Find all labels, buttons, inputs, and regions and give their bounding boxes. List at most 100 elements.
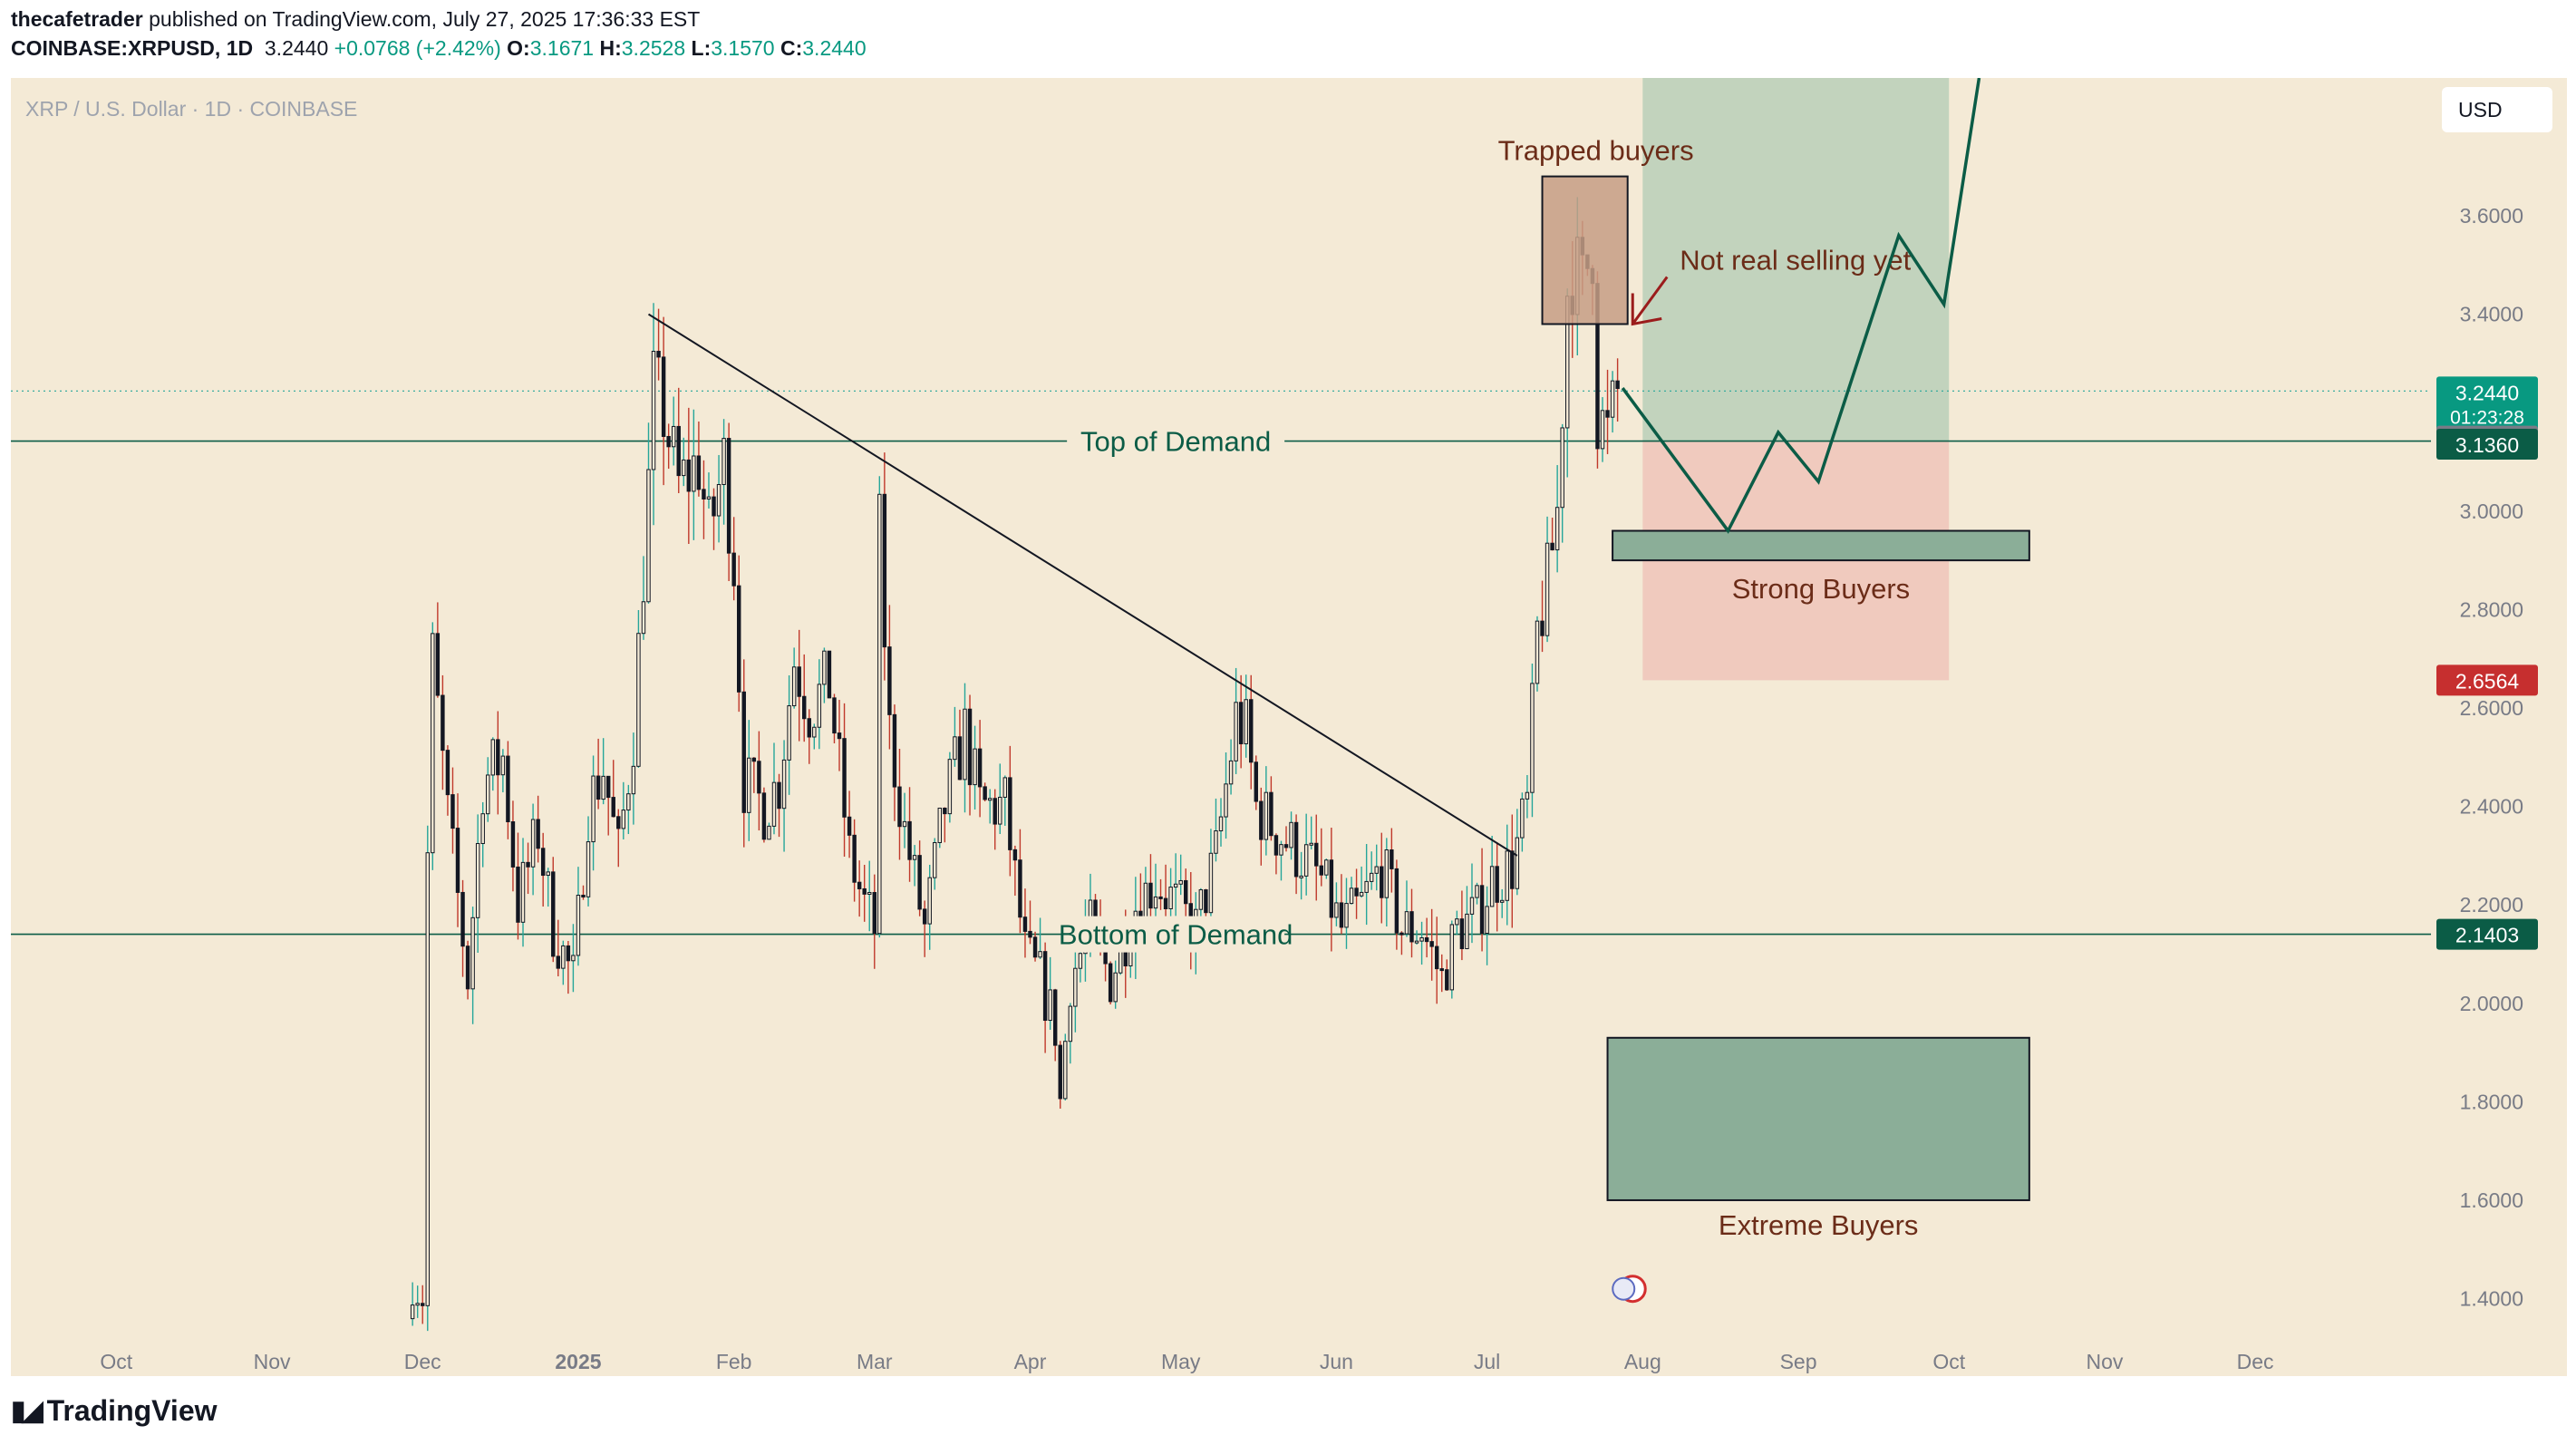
candle[interactable] xyxy=(1475,882,1479,905)
trapped-buyers-box[interactable] xyxy=(1541,175,1629,325)
projection-path[interactable] xyxy=(1621,78,1981,534)
candle[interactable] xyxy=(1499,888,1505,918)
candle[interactable] xyxy=(847,790,852,858)
candle[interactable] xyxy=(927,864,932,950)
candle[interactable] xyxy=(731,517,736,601)
candle[interactable] xyxy=(1234,667,1238,774)
candle[interactable] xyxy=(867,860,872,932)
chart-canvas[interactable]: Trapped buyers Not real selling yet Strong… xyxy=(11,78,2567,1376)
price-tag[interactable]: 2.6564 xyxy=(2436,664,2538,696)
candle[interactable] xyxy=(1344,878,1349,949)
candle[interactable] xyxy=(781,740,787,852)
candle[interactable] xyxy=(1273,833,1279,875)
candle[interactable] xyxy=(1414,930,1419,945)
candle[interactable] xyxy=(1489,835,1495,907)
candle[interactable] xyxy=(1540,580,1545,653)
candle[interactable] xyxy=(1303,813,1309,896)
candle[interactable] xyxy=(712,488,716,550)
candle[interactable] xyxy=(1214,798,1218,862)
candle[interactable] xyxy=(872,874,876,969)
candle[interactable] xyxy=(475,814,480,953)
candle[interactable] xyxy=(837,700,842,771)
candle[interactable] xyxy=(546,868,550,907)
publisher-name[interactable]: thecafetrader xyxy=(11,7,143,31)
candle[interactable] xyxy=(421,1285,425,1324)
candle[interactable] xyxy=(1380,832,1384,924)
candle[interactable] xyxy=(616,809,621,868)
candle[interactable] xyxy=(912,845,917,887)
candle[interactable] xyxy=(1068,1003,1073,1064)
candle[interactable] xyxy=(506,741,510,839)
candle[interactable] xyxy=(641,556,646,640)
candle[interactable] xyxy=(486,757,490,822)
candle[interactable] xyxy=(1228,739,1234,795)
candle[interactable] xyxy=(696,421,702,497)
candle[interactable] xyxy=(441,674,445,790)
candle[interactable] xyxy=(561,940,566,985)
candle[interactable] xyxy=(621,781,626,839)
candle[interactable] xyxy=(767,822,771,840)
candle[interactable] xyxy=(1390,828,1394,893)
candle[interactable] xyxy=(611,760,615,818)
candle[interactable] xyxy=(1028,900,1032,945)
candle[interactable] xyxy=(1485,886,1489,965)
candle[interactable] xyxy=(530,803,536,896)
candle[interactable] xyxy=(857,860,862,917)
candle[interactable] xyxy=(1334,882,1339,926)
candle[interactable] xyxy=(661,316,666,486)
candle[interactable] xyxy=(1008,745,1012,877)
candle[interactable] xyxy=(791,647,797,709)
candle[interactable] xyxy=(1259,787,1264,866)
candle[interactable] xyxy=(576,867,581,966)
candle[interactable] xyxy=(1289,811,1293,860)
candle[interactable] xyxy=(1374,844,1379,891)
candle[interactable] xyxy=(1042,942,1048,1053)
candle[interactable] xyxy=(1349,877,1354,905)
candle[interactable] xyxy=(1063,1033,1068,1101)
candle[interactable] xyxy=(666,423,671,470)
candle[interactable] xyxy=(435,602,441,698)
candle[interactable] xyxy=(500,749,506,792)
candle[interactable] xyxy=(1404,880,1409,937)
candle[interactable] xyxy=(1505,824,1509,926)
candle[interactable] xyxy=(1339,874,1344,935)
candle[interactable] xyxy=(1108,961,1113,1004)
candle[interactable] xyxy=(1309,816,1313,849)
price-tag[interactable]: 3.1360 xyxy=(2436,428,2538,460)
candle[interactable] xyxy=(1419,921,1424,965)
candle[interactable] xyxy=(842,703,847,857)
candle[interactable] xyxy=(1455,910,1459,936)
candle[interactable] xyxy=(431,622,435,870)
candle[interactable] xyxy=(902,792,907,849)
candle[interactable] xyxy=(1530,663,1535,818)
candle[interactable] xyxy=(771,742,777,835)
price-tag[interactable]: 2.1403 xyxy=(2436,918,2538,950)
candle[interactable] xyxy=(646,422,651,604)
candle[interactable] xyxy=(777,773,781,838)
candle[interactable] xyxy=(822,647,827,703)
candle[interactable] xyxy=(807,709,811,764)
candle[interactable] xyxy=(1459,890,1465,961)
candle[interactable] xyxy=(1479,848,1485,952)
candle[interactable] xyxy=(1600,397,1605,462)
candle[interactable] xyxy=(1449,920,1455,999)
candle[interactable] xyxy=(973,725,977,810)
candle[interactable] xyxy=(1359,866,1364,898)
candle[interactable] xyxy=(1354,868,1359,919)
candle[interactable] xyxy=(445,745,450,816)
candle[interactable] xyxy=(716,454,721,543)
candle[interactable] xyxy=(1495,842,1499,932)
candle[interactable] xyxy=(581,885,586,900)
candle[interactable] xyxy=(540,832,546,907)
candle[interactable] xyxy=(1445,959,1449,992)
candle[interactable] xyxy=(1038,917,1042,959)
candle[interactable] xyxy=(415,1285,420,1318)
candle[interactable] xyxy=(1022,888,1028,958)
candle[interactable] xyxy=(852,819,857,902)
candle[interactable] xyxy=(1113,960,1118,1009)
candle[interactable] xyxy=(947,752,953,823)
candle[interactable] xyxy=(1520,792,1525,852)
candle[interactable] xyxy=(1173,853,1178,916)
candle[interactable] xyxy=(651,303,656,526)
candle[interactable] xyxy=(977,720,983,818)
